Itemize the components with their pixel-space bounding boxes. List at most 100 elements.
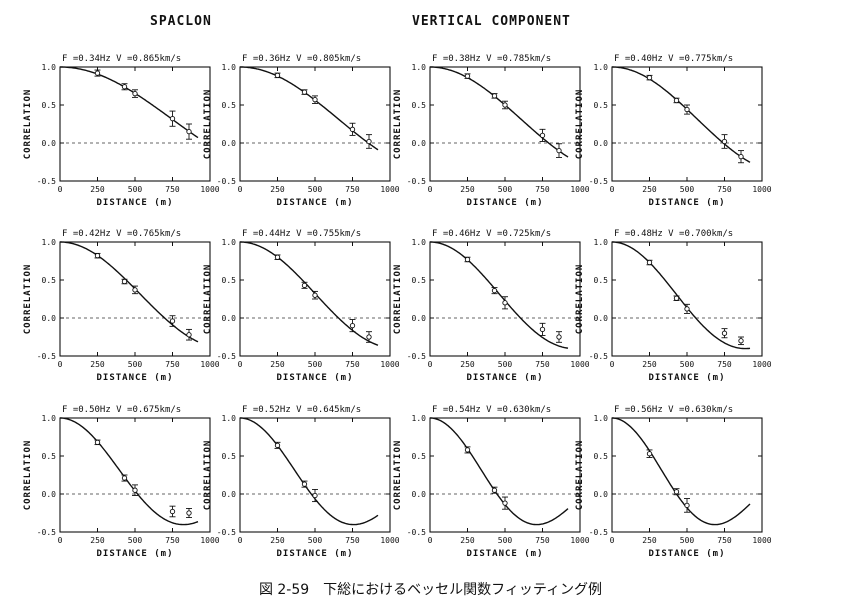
point-marker <box>274 442 281 449</box>
subplot-title: F =0.54Hz V =0.630km/s <box>432 405 551 415</box>
subplot-3: F =0.38Hz V =0.785km/s 1.0 0.5 0.0 -0.50 250 5… <box>393 54 590 208</box>
x-tick-label: 750 <box>165 536 180 545</box>
x-tick-label: 750 <box>717 536 732 545</box>
fit-curve <box>612 66 751 163</box>
y-tick-label: -0.5 <box>37 177 56 186</box>
y-tick-label: 0.0 <box>412 490 427 499</box>
x-axis-label: DISTANCE (m) <box>96 549 173 559</box>
y-tick-label: 1.0 <box>42 414 57 423</box>
y-axis-label: CORRELATION <box>203 440 213 511</box>
data-point <box>673 488 680 496</box>
fit-curve <box>240 241 379 346</box>
data-point <box>738 150 744 164</box>
data-point <box>121 278 128 285</box>
x-tick-label: 750 <box>717 185 732 194</box>
point-marker <box>502 300 508 306</box>
data-point <box>301 281 308 289</box>
subplot-7: F =0.46Hz V =0.725km/s 1.0 0.5 0.0 -0.50 250 5… <box>393 229 590 383</box>
data-point <box>366 134 372 149</box>
x-axis-label: DISTANCE (m) <box>648 373 725 383</box>
y-tick-label: 0.0 <box>594 314 609 323</box>
data-point <box>646 74 653 81</box>
x-tick-label: 0 <box>610 185 615 194</box>
x-tick-label: 750 <box>165 185 180 194</box>
data-point <box>312 290 318 300</box>
point-marker <box>186 510 192 516</box>
point-marker <box>684 106 690 113</box>
y-tick-label: 0.5 <box>594 101 609 110</box>
point-marker <box>301 481 308 487</box>
x-tick-label: 1000 <box>380 536 399 545</box>
point-marker <box>464 73 471 79</box>
data-point <box>132 285 138 295</box>
point-marker <box>312 292 318 298</box>
data-point <box>94 252 101 259</box>
x-tick-label: 750 <box>345 360 360 369</box>
x-tick-label: 250 <box>90 185 105 194</box>
x-tick-label: 250 <box>270 185 285 194</box>
y-tick-label: 1.0 <box>222 63 237 72</box>
point-marker <box>366 138 372 145</box>
y-tick-label: 0.0 <box>42 314 57 323</box>
x-axis-label: DISTANCE (m) <box>96 373 173 383</box>
subplot-title: F =0.34Hz V =0.865km/s <box>62 54 181 64</box>
fit-curve <box>240 417 379 526</box>
x-axis-label: DISTANCE (m) <box>466 198 543 208</box>
x-tick-label: 1000 <box>200 360 219 369</box>
data-point <box>721 328 728 339</box>
data-point <box>502 100 508 110</box>
fit-curve <box>430 66 569 158</box>
fit-curve <box>430 417 569 526</box>
y-tick-label: -0.5 <box>217 177 236 186</box>
point-marker <box>186 332 192 338</box>
header-left: SPACLON <box>150 14 212 29</box>
point-marker <box>169 116 176 122</box>
fit-curve <box>612 417 751 526</box>
y-tick-label: -0.5 <box>37 352 56 361</box>
subplot-title: F =0.46Hz V =0.725km/s <box>432 229 551 239</box>
data-point <box>186 507 192 519</box>
plot-frame <box>429 417 581 533</box>
y-axis-label: CORRELATION <box>393 440 403 511</box>
data-point <box>94 69 101 77</box>
plot-frame <box>59 241 211 357</box>
point-marker <box>349 126 356 132</box>
y-tick-label: 0.5 <box>412 276 427 285</box>
subplot-title: F =0.56Hz V =0.630km/s <box>614 405 733 415</box>
data-point <box>464 73 471 79</box>
point-marker <box>721 330 728 336</box>
x-axis-label: DISTANCE (m) <box>648 198 725 208</box>
x-tick-label: 500 <box>498 536 513 545</box>
data-point <box>186 328 192 341</box>
x-tick-label: 250 <box>270 536 285 545</box>
point-marker <box>94 439 101 445</box>
x-tick-label: 500 <box>308 536 323 545</box>
data-point <box>312 95 318 104</box>
y-axis-label: CORRELATION <box>23 89 33 160</box>
data-point <box>556 143 562 158</box>
x-tick-label: 500 <box>498 185 513 194</box>
data-point <box>132 89 138 98</box>
y-tick-label: 0.0 <box>42 139 57 148</box>
x-axis-label: DISTANCE (m) <box>648 549 725 559</box>
y-tick-label: -0.5 <box>589 528 608 537</box>
data-point <box>684 498 690 513</box>
y-tick-label: 0.5 <box>594 276 609 285</box>
point-marker <box>349 322 356 329</box>
x-axis-label: DISTANCE (m) <box>466 549 543 559</box>
y-axis-label: CORRELATION <box>203 89 213 160</box>
x-tick-label: 500 <box>308 185 323 194</box>
y-tick-label: 0.5 <box>222 452 237 461</box>
plot-frame <box>239 66 391 182</box>
point-marker <box>121 278 128 285</box>
point-marker <box>301 89 308 95</box>
subplot-title: F =0.44Hz V =0.755km/s <box>242 229 361 239</box>
x-tick-label: 750 <box>535 185 550 194</box>
x-tick-label: 0 <box>238 360 243 369</box>
y-axis-label: CORRELATION <box>23 440 33 511</box>
subplot-title: F =0.40Hz V =0.775km/s <box>614 54 733 64</box>
x-tick-label: 500 <box>308 360 323 369</box>
data-point <box>312 488 318 503</box>
y-tick-label: 0.0 <box>594 139 609 148</box>
point-marker <box>502 500 508 506</box>
